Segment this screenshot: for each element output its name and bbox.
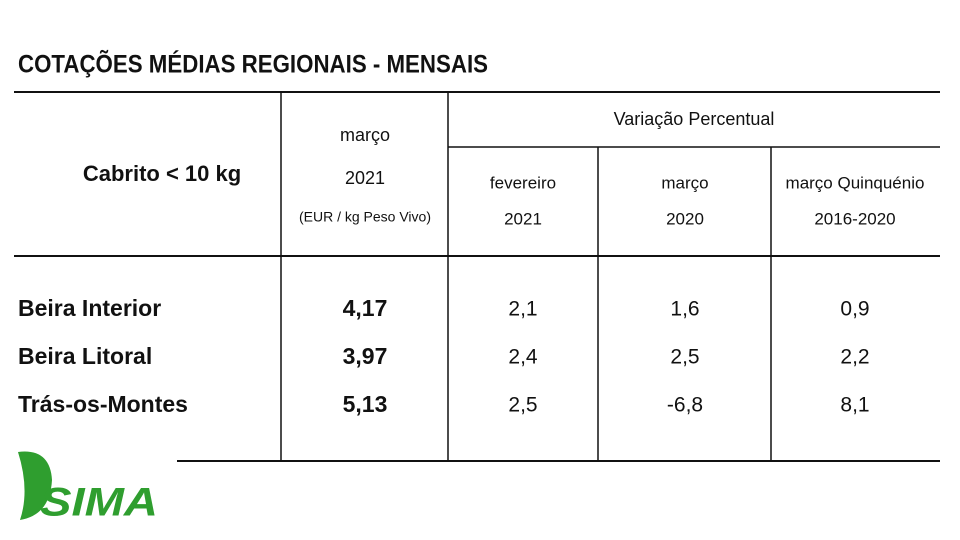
cell: 2,1 [508, 298, 537, 321]
cell: 2,4 [508, 346, 538, 369]
cell: 1,6 [670, 298, 699, 321]
logo-text: SIMA [40, 481, 158, 525]
row-label: Trás-os-Montes [18, 391, 188, 417]
cells: fevereiro 2021 março 2020 março Quinquénio 20… [18, 173, 924, 417]
sub-header: março Quinquénio [786, 173, 925, 192]
cell: 8,1 [840, 394, 869, 417]
table-rules [14, 91, 940, 462]
col-unit: (EUR / kg Peso Vivo) [299, 209, 431, 225]
sub-header: 2016-2020 [814, 209, 895, 228]
sub-header: março [661, 173, 708, 192]
cell: 4,17 [343, 295, 388, 321]
row-label: Beira Interior [18, 295, 161, 321]
cell: -6,8 [667, 394, 703, 417]
cell: 5,13 [343, 391, 388, 417]
col-header: 2021 [345, 168, 385, 188]
row-label: Beira Litoral [18, 343, 152, 369]
cell: 3,97 [343, 343, 388, 369]
title: COTAÇÕES MÉDIAS REGIONAIS - MENSAIS [18, 49, 488, 79]
cell: 0,9 [840, 298, 869, 321]
sub-header: 2021 [504, 209, 542, 228]
sub-header: fevereiro [490, 173, 556, 192]
group-header: Variação Percentual [614, 109, 775, 129]
logo-leaf [18, 451, 52, 520]
cell: 2,5 [670, 346, 699, 369]
cell: 2,5 [508, 394, 537, 417]
row-header: Cabrito < 10 kg [83, 161, 241, 186]
cell: 2,2 [840, 346, 869, 369]
logo: SIMA [18, 451, 158, 525]
col-header: março [340, 125, 390, 145]
sub-header: 2020 [666, 209, 704, 228]
